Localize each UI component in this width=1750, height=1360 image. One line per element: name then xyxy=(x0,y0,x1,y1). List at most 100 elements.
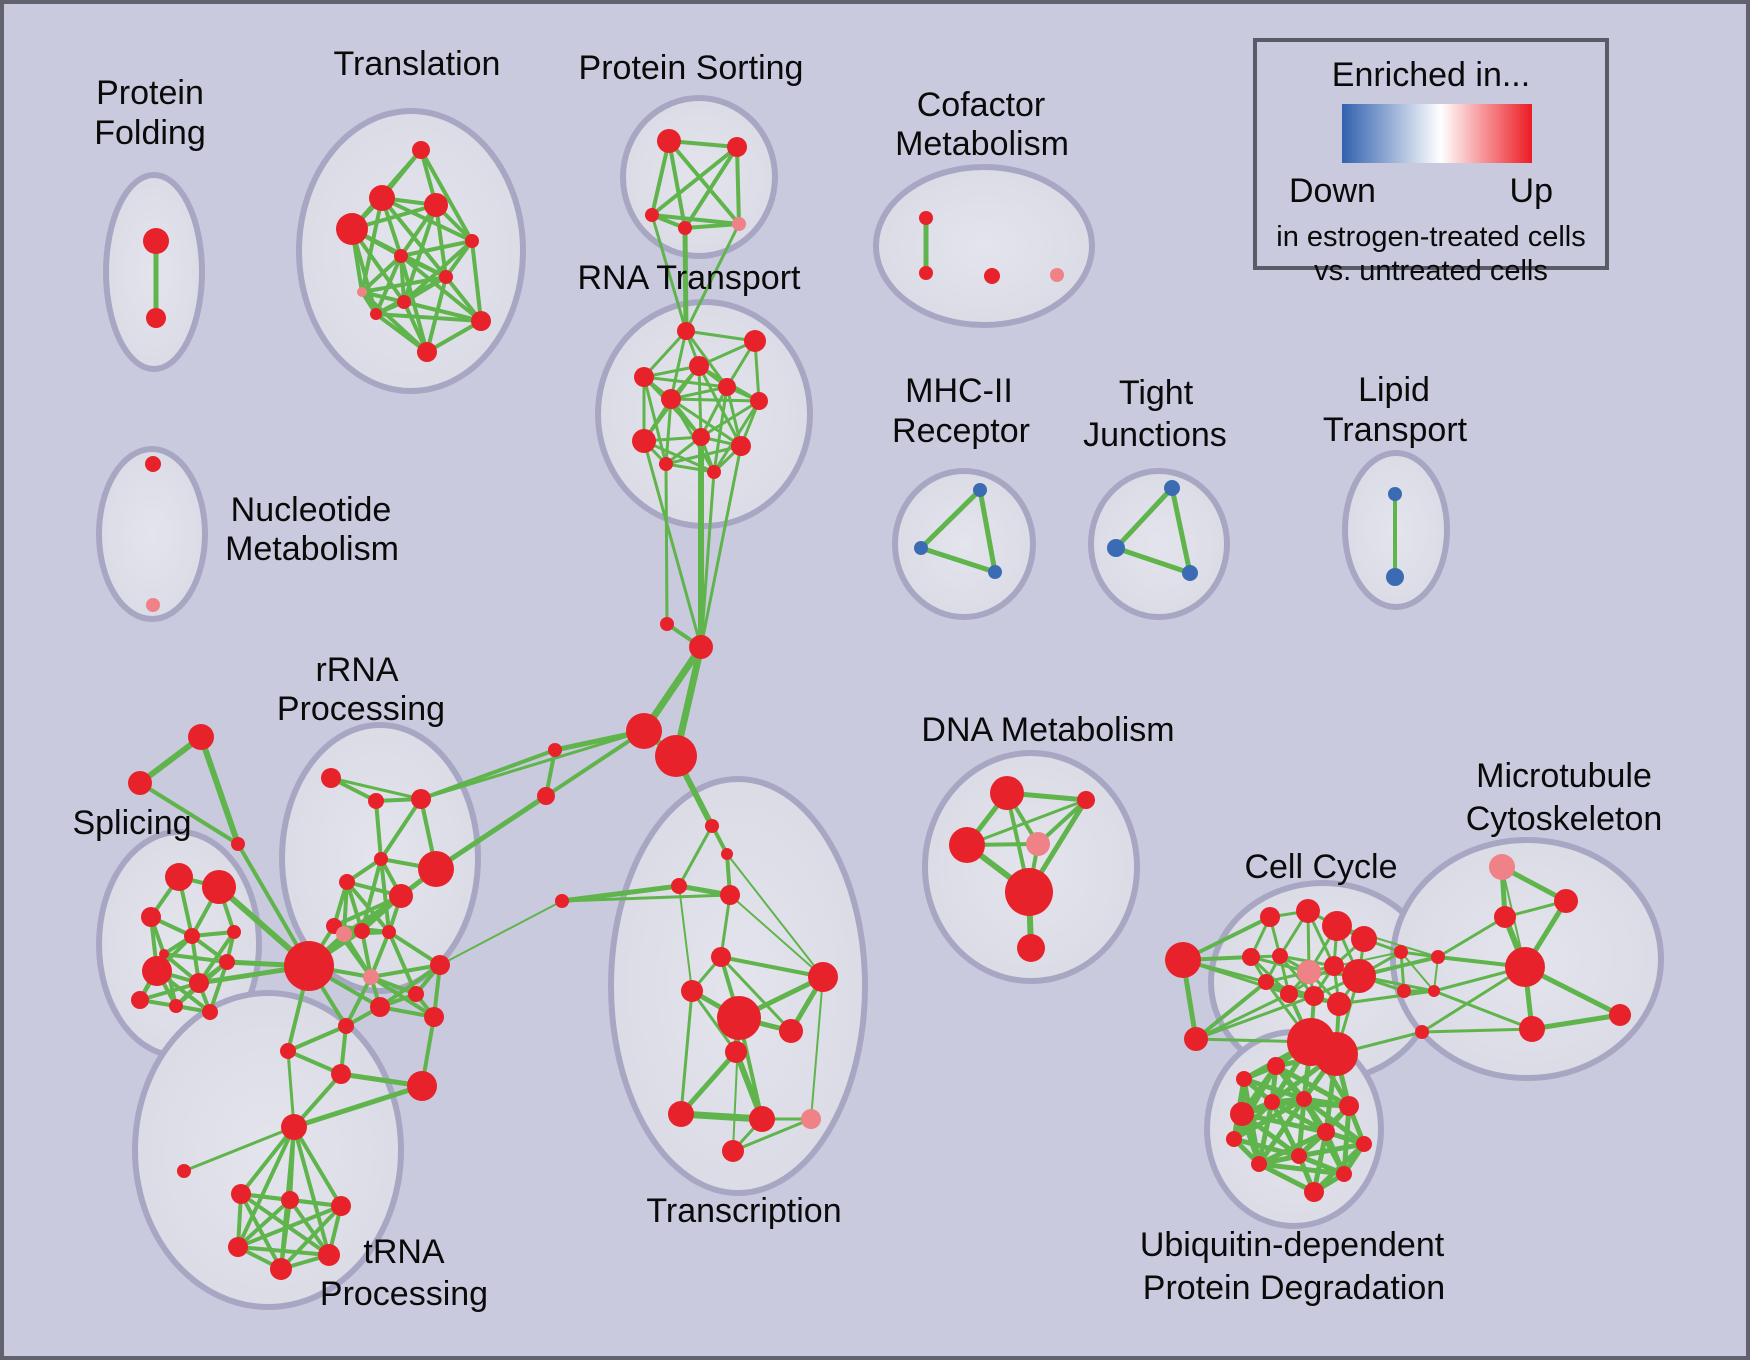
network-node[interactable] xyxy=(177,1164,191,1178)
network-node[interactable] xyxy=(270,1258,292,1280)
network-node[interactable] xyxy=(1260,907,1280,927)
network-node[interactable] xyxy=(389,884,413,908)
network-node[interactable] xyxy=(1182,565,1198,581)
network-node[interactable] xyxy=(418,851,454,887)
network-node[interactable] xyxy=(657,129,681,153)
network-node[interactable] xyxy=(331,1064,351,1084)
network-node[interactable] xyxy=(231,1184,251,1204)
network-node[interactable] xyxy=(1351,926,1377,952)
network-node[interactable] xyxy=(919,266,933,280)
network-node[interactable] xyxy=(394,249,408,263)
network-node[interactable] xyxy=(382,925,396,939)
network-node[interactable] xyxy=(1397,984,1411,998)
network-node[interactable] xyxy=(626,713,662,749)
network-node[interactable] xyxy=(141,907,161,927)
network-node[interactable] xyxy=(1230,1102,1254,1126)
network-node[interactable] xyxy=(677,322,695,340)
network-node[interactable] xyxy=(801,1109,821,1129)
network-node[interactable] xyxy=(711,947,731,967)
network-node[interactable] xyxy=(973,483,987,497)
network-node[interactable] xyxy=(661,389,681,409)
network-node[interactable] xyxy=(145,456,161,472)
network-node[interactable] xyxy=(363,969,379,985)
network-node[interactable] xyxy=(732,217,746,231)
network-node[interactable] xyxy=(424,1007,444,1027)
network-node[interactable] xyxy=(668,1101,694,1127)
network-node[interactable] xyxy=(1386,568,1404,586)
network-node[interactable] xyxy=(331,1196,351,1216)
network-node[interactable] xyxy=(1242,948,1260,966)
network-node[interactable] xyxy=(430,955,450,975)
network-node[interactable] xyxy=(718,378,736,396)
network-node[interactable] xyxy=(1296,1091,1312,1107)
network-node[interactable] xyxy=(339,874,355,890)
network-node[interactable] xyxy=(659,457,673,471)
network-node[interactable] xyxy=(146,598,160,612)
network-node[interactable] xyxy=(143,228,169,254)
network-node[interactable] xyxy=(1431,950,1445,964)
network-node[interactable] xyxy=(1297,960,1321,984)
network-node[interactable] xyxy=(655,735,697,777)
network-node[interactable] xyxy=(692,428,710,446)
network-node[interactable] xyxy=(231,837,245,851)
network-node[interactable] xyxy=(357,287,367,297)
network-node[interactable] xyxy=(705,819,719,833)
network-node[interactable] xyxy=(202,1004,218,1020)
network-node[interactable] xyxy=(725,1041,747,1063)
network-node[interactable] xyxy=(749,1106,775,1132)
network-node[interactable] xyxy=(227,925,241,939)
network-node[interactable] xyxy=(722,1140,744,1162)
network-node[interactable] xyxy=(146,308,166,328)
network-node[interactable] xyxy=(412,141,430,159)
network-node[interactable] xyxy=(1226,1131,1242,1147)
network-node[interactable] xyxy=(407,1071,437,1101)
network-node[interactable] xyxy=(1554,889,1578,913)
network-node[interactable] xyxy=(949,827,985,863)
network-node[interactable] xyxy=(1322,911,1352,941)
network-node[interactable] xyxy=(1494,906,1516,928)
network-node[interactable] xyxy=(374,852,388,866)
network-node[interactable] xyxy=(128,771,152,795)
network-node[interactable] xyxy=(1280,985,1298,1003)
network-node[interactable] xyxy=(1342,959,1376,993)
network-node[interactable] xyxy=(318,1244,340,1266)
network-node[interactable] xyxy=(281,1191,299,1209)
network-node[interactable] xyxy=(368,793,384,809)
network-node[interactable] xyxy=(1314,1032,1358,1076)
network-node[interactable] xyxy=(336,926,352,942)
network-node[interactable] xyxy=(471,311,491,331)
network-node[interactable] xyxy=(1388,487,1402,501)
network-node[interactable] xyxy=(280,1043,296,1059)
network-node[interactable] xyxy=(439,270,453,284)
network-node[interactable] xyxy=(354,923,370,939)
network-node[interactable] xyxy=(1415,1025,1429,1039)
network-node[interactable] xyxy=(779,1019,803,1043)
network-node[interactable] xyxy=(660,617,674,631)
network-node[interactable] xyxy=(370,997,390,1017)
network-node[interactable] xyxy=(1272,948,1288,964)
network-node[interactable] xyxy=(1296,899,1320,923)
network-node[interactable] xyxy=(689,635,713,659)
network-node[interactable] xyxy=(417,342,437,362)
network-node[interactable] xyxy=(984,268,1000,284)
network-node[interactable] xyxy=(1394,945,1408,959)
network-node[interactable] xyxy=(1428,985,1440,997)
network-node[interactable] xyxy=(988,565,1002,579)
network-node[interactable] xyxy=(681,980,703,1002)
network-node[interactable] xyxy=(1324,956,1344,976)
network-node[interactable] xyxy=(1264,1094,1280,1110)
network-node[interactable] xyxy=(142,956,172,986)
network-node[interactable] xyxy=(189,973,209,993)
network-node[interactable] xyxy=(1050,268,1064,282)
network-node[interactable] xyxy=(1356,1136,1372,1152)
network-node[interactable] xyxy=(919,211,933,225)
network-node[interactable] xyxy=(370,308,382,320)
network-node[interactable] xyxy=(336,213,368,245)
network-node[interactable] xyxy=(131,991,149,1009)
network-node[interactable] xyxy=(1026,832,1050,856)
network-node[interactable] xyxy=(1304,986,1324,1006)
network-node[interactable] xyxy=(808,962,838,992)
network-node[interactable] xyxy=(1251,1156,1267,1172)
network-node[interactable] xyxy=(645,208,659,222)
network-node[interactable] xyxy=(1165,942,1201,978)
